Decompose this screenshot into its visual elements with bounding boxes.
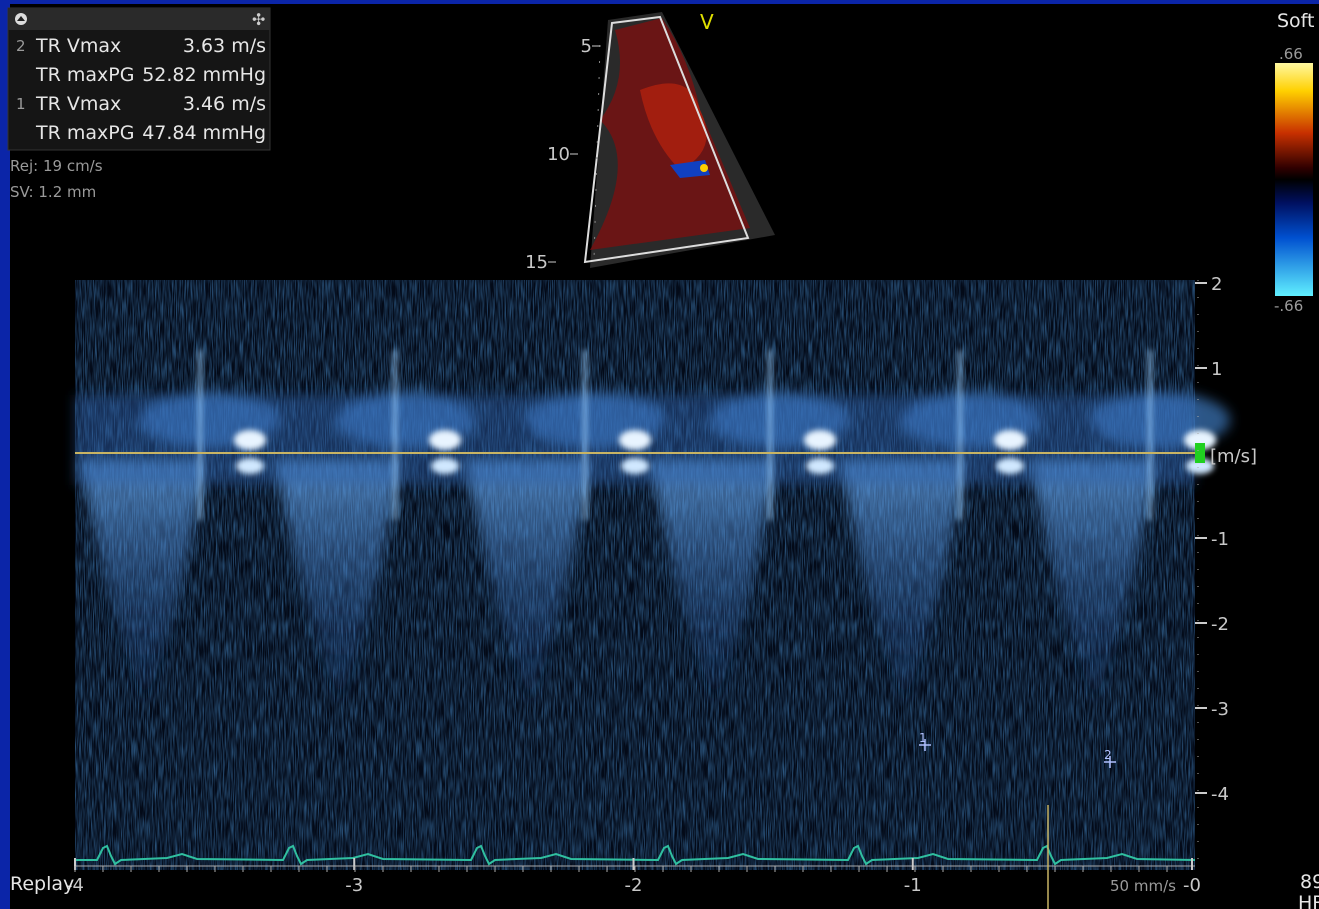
depth-label: 15 [525,252,548,273]
row-label: TR maxPG [35,64,134,86]
flow-bright [431,458,459,474]
velocity-tick-label: -2 [1211,614,1229,635]
setting: Rej: 19 cm/s [10,157,103,175]
row-index: 1 [16,95,26,113]
color-bar [1275,63,1313,296]
velocity-tick-label: 1 [1211,359,1222,380]
velocity-unit: [m/s] [1210,446,1257,467]
row-label: TR Vmax [35,35,121,57]
time-tick-label: -3 [345,875,363,896]
flow-bright [619,430,651,450]
doppler-spectrum [75,280,1230,909]
row-label: TR Vmax [35,93,121,115]
velocity-tick-label: 2 [1211,274,1222,295]
setting: SV: 1.2 mm [10,183,96,201]
time-tick-label: -2 [625,875,643,896]
time-tick-label: -1 [904,875,922,896]
row-index: 2 [16,37,26,55]
flow-bright [234,430,266,450]
screen: ✣ 2 TR Vmax 3.63 m/s TR maxPG 52.82 mmHg 1 TR … [0,0,1319,909]
flow-bright [996,458,1024,474]
sweep-speed: 50 mm/s [1110,877,1176,895]
flow-bright [621,458,649,474]
time-tick-label: -0 [1183,875,1201,896]
flow-bright [429,430,461,450]
velocity-tick-label: -3 [1211,699,1229,720]
page: ✣ 2 TR Vmax 3.63 m/s TR maxPG 52.82 mmHg 1 TR … [0,0,1319,909]
row-value: 3.46 m/s [183,93,266,115]
flow-bright [804,430,836,450]
hr-value: 89 [1300,871,1319,893]
velocity-tick-label: -4 [1211,784,1229,805]
colorbar-label: Soft [1277,10,1315,32]
row-label: TR maxPG [35,122,134,144]
sector-mode: V [700,10,714,34]
flow-bright [236,458,264,474]
row-value: 52.82 mmHg [142,64,266,86]
colorbar-bottom: -.66 [1274,297,1303,315]
colorbar-top: .66 [1279,45,1303,63]
velocity-tick-label: -1 [1211,529,1229,550]
flow-bright [994,430,1026,450]
depth-label: 10 [547,144,570,165]
row-value: 47.84 mmHg [142,122,266,144]
row-value: 3.63 m/s [183,35,266,57]
svg-text:✣: ✣ [252,10,265,29]
flow-bright [806,458,834,474]
replay-label: Replay [10,873,74,895]
hr-label: HR [1298,892,1319,909]
depth-label: 5 [581,36,592,57]
